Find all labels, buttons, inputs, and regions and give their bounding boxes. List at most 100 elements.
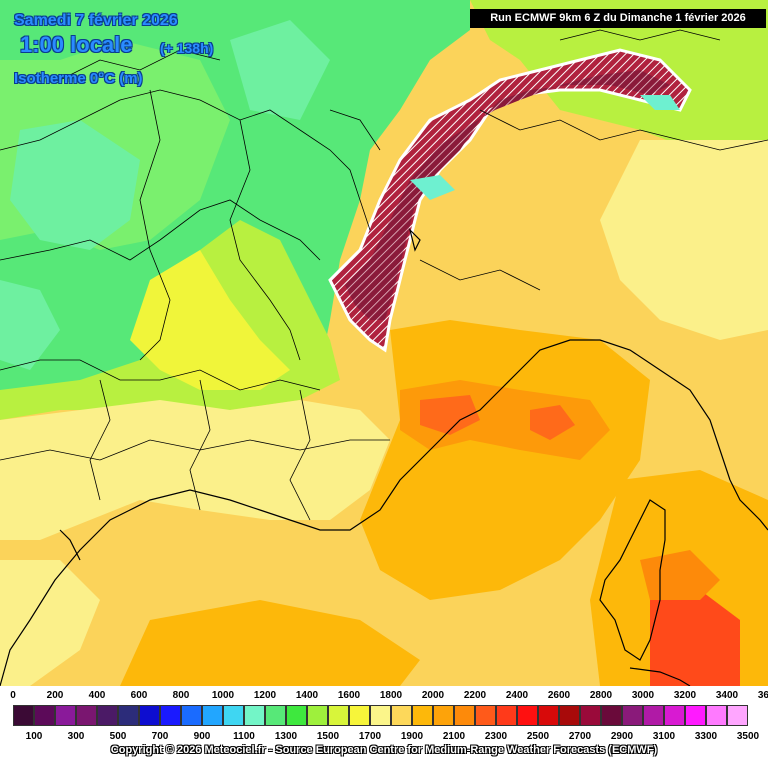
isotherm-zone-hot-spot-2 — [530, 405, 575, 440]
legend-swatch — [622, 705, 643, 726]
legend-swatch — [286, 705, 307, 726]
legend-swatch — [601, 705, 622, 726]
legend-swatch — [391, 705, 412, 726]
color-legend: 0 200 400 600 800 1000 1200 1400 1600 1800 2000 220… — [0, 686, 768, 768]
legend-label: 2000 — [421, 690, 445, 701]
border-line — [329, 109, 381, 151]
isotherm-zone-orange-south — [120, 600, 420, 686]
legend-label: 1600 — [337, 690, 361, 701]
legend-label: 3300 — [694, 731, 718, 742]
alps-cyan-patch-2 — [640, 95, 680, 110]
border-line — [289, 389, 311, 521]
legend-label: 300 — [67, 731, 85, 742]
border-line — [89, 379, 111, 501]
border-line — [139, 89, 171, 361]
legend-swatch — [559, 705, 580, 726]
legend-label: 2300 — [484, 731, 508, 742]
legend-swatch — [517, 705, 538, 726]
legend-swatch — [118, 705, 139, 726]
legend-label: 3400 — [715, 690, 739, 701]
forecast-offset: (+ 138h) — [160, 40, 214, 56]
copyright: Copyright © 2026 Meteociel.fr - Source E… — [110, 744, 658, 756]
legend-swatch — [202, 705, 223, 726]
legend-swatch — [55, 705, 76, 726]
legend-label: 500 — [109, 731, 127, 742]
legend-label: 2100 — [442, 731, 466, 742]
run-info: Run ECMWF 9km 6 Z du Dimanche 1 février … — [470, 9, 766, 28]
legend-label: 700 — [151, 731, 169, 742]
legend-swatch — [139, 705, 160, 726]
legend-swatch — [685, 705, 706, 726]
legend-swatch — [223, 705, 244, 726]
legend-swatch — [727, 705, 748, 726]
legend-label: 3200 — [673, 690, 697, 701]
border-line — [229, 119, 301, 361]
coastline-italy — [729, 479, 768, 531]
legend-label: 1700 — [358, 731, 382, 742]
legend-label: 3100 — [652, 731, 676, 742]
legend-swatch — [538, 705, 559, 726]
legend-label: 1100 — [233, 731, 255, 742]
legend-swatch — [97, 705, 118, 726]
border-line — [0, 439, 390, 461]
legend-swatch — [265, 705, 286, 726]
legend-swatch — [76, 705, 97, 726]
coastline-balearic — [59, 529, 81, 561]
legend-label: 2700 — [568, 731, 592, 742]
legend-label: 1200 — [253, 690, 277, 701]
isotherm-zone-pale-yellow-3 — [0, 560, 100, 686]
legend-swatch — [412, 705, 433, 726]
legend-swatch — [370, 705, 391, 726]
coastline-sardinia-north — [629, 667, 691, 687]
legend-swatch — [454, 705, 475, 726]
legend-label: 200 — [46, 690, 64, 701]
legend-label: 3500 — [736, 731, 760, 742]
legend-swatch — [307, 705, 328, 726]
isotherm-zone-cyan-green — [10, 120, 140, 250]
isotherm-zone-hot-spot — [420, 395, 480, 435]
border-line — [0, 199, 321, 261]
isotherm-zone-yellow-north — [130, 250, 290, 390]
legend-label: 1400 — [295, 690, 319, 701]
legend-label: 2500 — [526, 731, 550, 742]
legend-label: 2400 — [505, 690, 529, 701]
variable-name: Isotherme 0°C (m) — [14, 70, 143, 87]
legend-swatch — [475, 705, 496, 726]
legend-label: 0 — [10, 690, 16, 701]
legend-swatches — [13, 705, 748, 726]
isotherm-zone-pale-yellow-2 — [600, 140, 768, 340]
legend-swatch — [328, 705, 349, 726]
legend-label: 2900 — [610, 731, 634, 742]
legend-swatch — [349, 705, 370, 726]
border-line — [0, 359, 321, 391]
legend-label: 600 — [130, 690, 148, 701]
alps-cyan-patch — [410, 175, 455, 200]
legend-swatch — [496, 705, 517, 726]
isotherm-zone-red-southeast — [650, 590, 740, 686]
legend-swatch — [244, 705, 265, 726]
alps-high-terrain-core — [345, 70, 670, 320]
border-line — [479, 109, 768, 151]
legend-swatch — [160, 705, 181, 726]
legend-swatch — [181, 705, 202, 726]
legend-label: 1900 — [400, 731, 424, 742]
legend-swatch — [706, 705, 727, 726]
legend-label: 1800 — [379, 690, 403, 701]
border-line — [419, 259, 541, 291]
legend-label: 1500 — [316, 731, 340, 742]
legend-swatch — [13, 705, 34, 726]
coastline-lake — [408, 228, 421, 252]
legend-label: 2600 — [547, 690, 571, 701]
border-line — [59, 49, 221, 81]
legend-label: 800 — [172, 690, 190, 701]
legend-label: 100 — [25, 731, 43, 742]
legend-label: 900 — [193, 731, 211, 742]
legend-label: 2800 — [589, 690, 613, 701]
borders — [0, 29, 768, 521]
legend-label: 3000 — [631, 690, 655, 701]
legend-swatch — [643, 705, 664, 726]
legend-swatch — [580, 705, 601, 726]
legend-label: 1300 — [274, 731, 298, 742]
